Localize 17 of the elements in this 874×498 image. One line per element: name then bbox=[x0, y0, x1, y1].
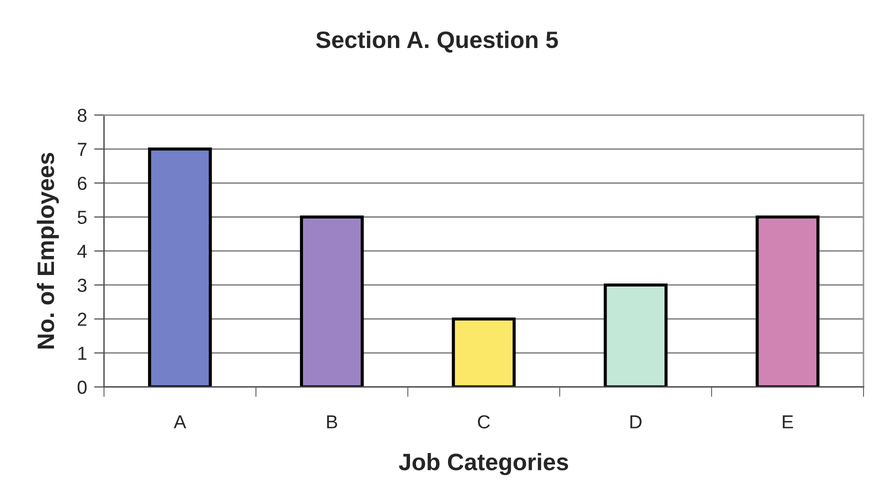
x-tick-label: D bbox=[630, 415, 642, 428]
x-tick-label: E bbox=[782, 415, 794, 428]
y-tick-label: 1 bbox=[78, 346, 86, 360]
chart-title: Section A. Question 5 bbox=[316, 30, 558, 53]
x-tick-label: C bbox=[478, 415, 490, 428]
y-tick-label: 3 bbox=[78, 278, 87, 292]
y-tick-label: 4 bbox=[77, 244, 87, 258]
y-tick-label: 8 bbox=[78, 108, 87, 122]
y-tick-label: 6 bbox=[78, 176, 87, 190]
y-tick-label: 5 bbox=[78, 210, 87, 224]
x-tick-label: A bbox=[174, 415, 186, 428]
x-tick-label: B bbox=[327, 415, 338, 428]
y-tick-label: 0 bbox=[78, 380, 87, 394]
y-tick-label: 2 bbox=[78, 312, 86, 326]
y-tick-label: 7 bbox=[78, 142, 86, 156]
y-axis-title: No. of Employees bbox=[36, 152, 59, 348]
x-axis-title: Job Categories bbox=[398, 453, 568, 476]
